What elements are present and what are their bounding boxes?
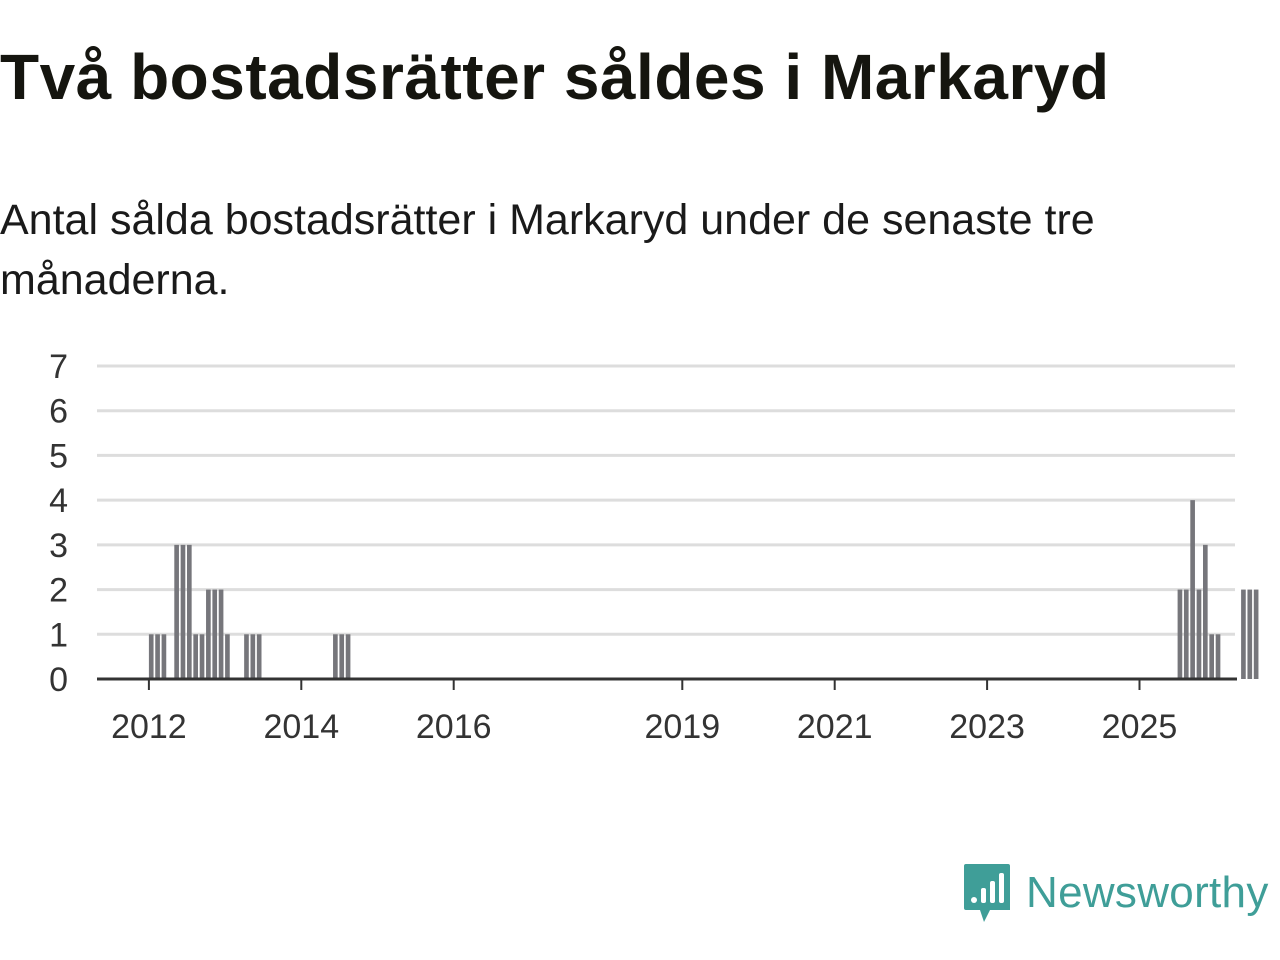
brand-logo: Newsworthy	[962, 862, 1269, 924]
bar	[155, 634, 160, 679]
y-tick-label: 1	[49, 616, 68, 654]
gridlines	[97, 364, 1235, 636]
bar	[345, 634, 351, 679]
x-tick-label: 2014	[263, 708, 339, 746]
bar	[1177, 589, 1183, 679]
brand-name: Newsworthy	[1026, 868, 1269, 917]
y-tick-label: 3	[49, 527, 68, 565]
x-tick-label: 2023	[949, 708, 1025, 746]
bar	[148, 634, 154, 679]
newsworthy-logo-icon	[964, 864, 1010, 922]
y-axis-ticks: 0 1 2 3 4 5 6 7	[49, 348, 68, 699]
bar	[1190, 500, 1195, 679]
y-tick-label: 5	[49, 437, 68, 475]
bar	[1183, 589, 1189, 679]
x-tick-label: 2012	[111, 708, 187, 746]
x-tick-label: 2019	[644, 708, 720, 746]
y-tick-label: 4	[49, 482, 68, 520]
y-tick-label: 2	[49, 572, 68, 610]
bar	[206, 589, 211, 679]
chart-subtitle: Antal sålda bostadsrätter i Markaryd und…	[0, 196, 1095, 304]
bar	[161, 634, 167, 679]
bar	[256, 634, 262, 679]
bar	[1209, 634, 1214, 679]
bar	[339, 634, 345, 679]
bar	[333, 634, 338, 679]
bar	[1215, 634, 1221, 679]
x-tick-label: 2021	[797, 708, 873, 746]
x-axis-ticks: 2012 2014 2016 2019 2021 2023 2025	[111, 679, 1177, 746]
y-tick-label: 7	[49, 348, 68, 386]
bar-chart: 0 1 2 3 4 5 6 7 2012 2014 2016 2019 2021 2023 2025 2	[49, 348, 1259, 746]
bar	[1241, 589, 1246, 679]
y-tick-label: 6	[49, 393, 68, 431]
bar	[1196, 589, 1202, 679]
bars	[148, 500, 1259, 679]
bar	[174, 544, 179, 679]
bar	[187, 544, 192, 679]
chart-title: Två bostadsrätter såldes i Markaryd	[0, 41, 1110, 113]
x-tick-label: 2025	[1102, 708, 1178, 746]
x-tick-label: 2016	[416, 708, 492, 746]
bar	[212, 589, 218, 679]
y-tick-label: 0	[49, 661, 68, 699]
bar	[1253, 589, 1259, 679]
bar	[225, 634, 230, 679]
bar	[1247, 589, 1253, 679]
bar	[218, 589, 224, 679]
bar	[1203, 544, 1208, 679]
bar	[250, 634, 256, 679]
bar	[244, 634, 249, 679]
bar	[180, 544, 186, 679]
bar	[199, 634, 205, 679]
bar	[193, 634, 198, 679]
